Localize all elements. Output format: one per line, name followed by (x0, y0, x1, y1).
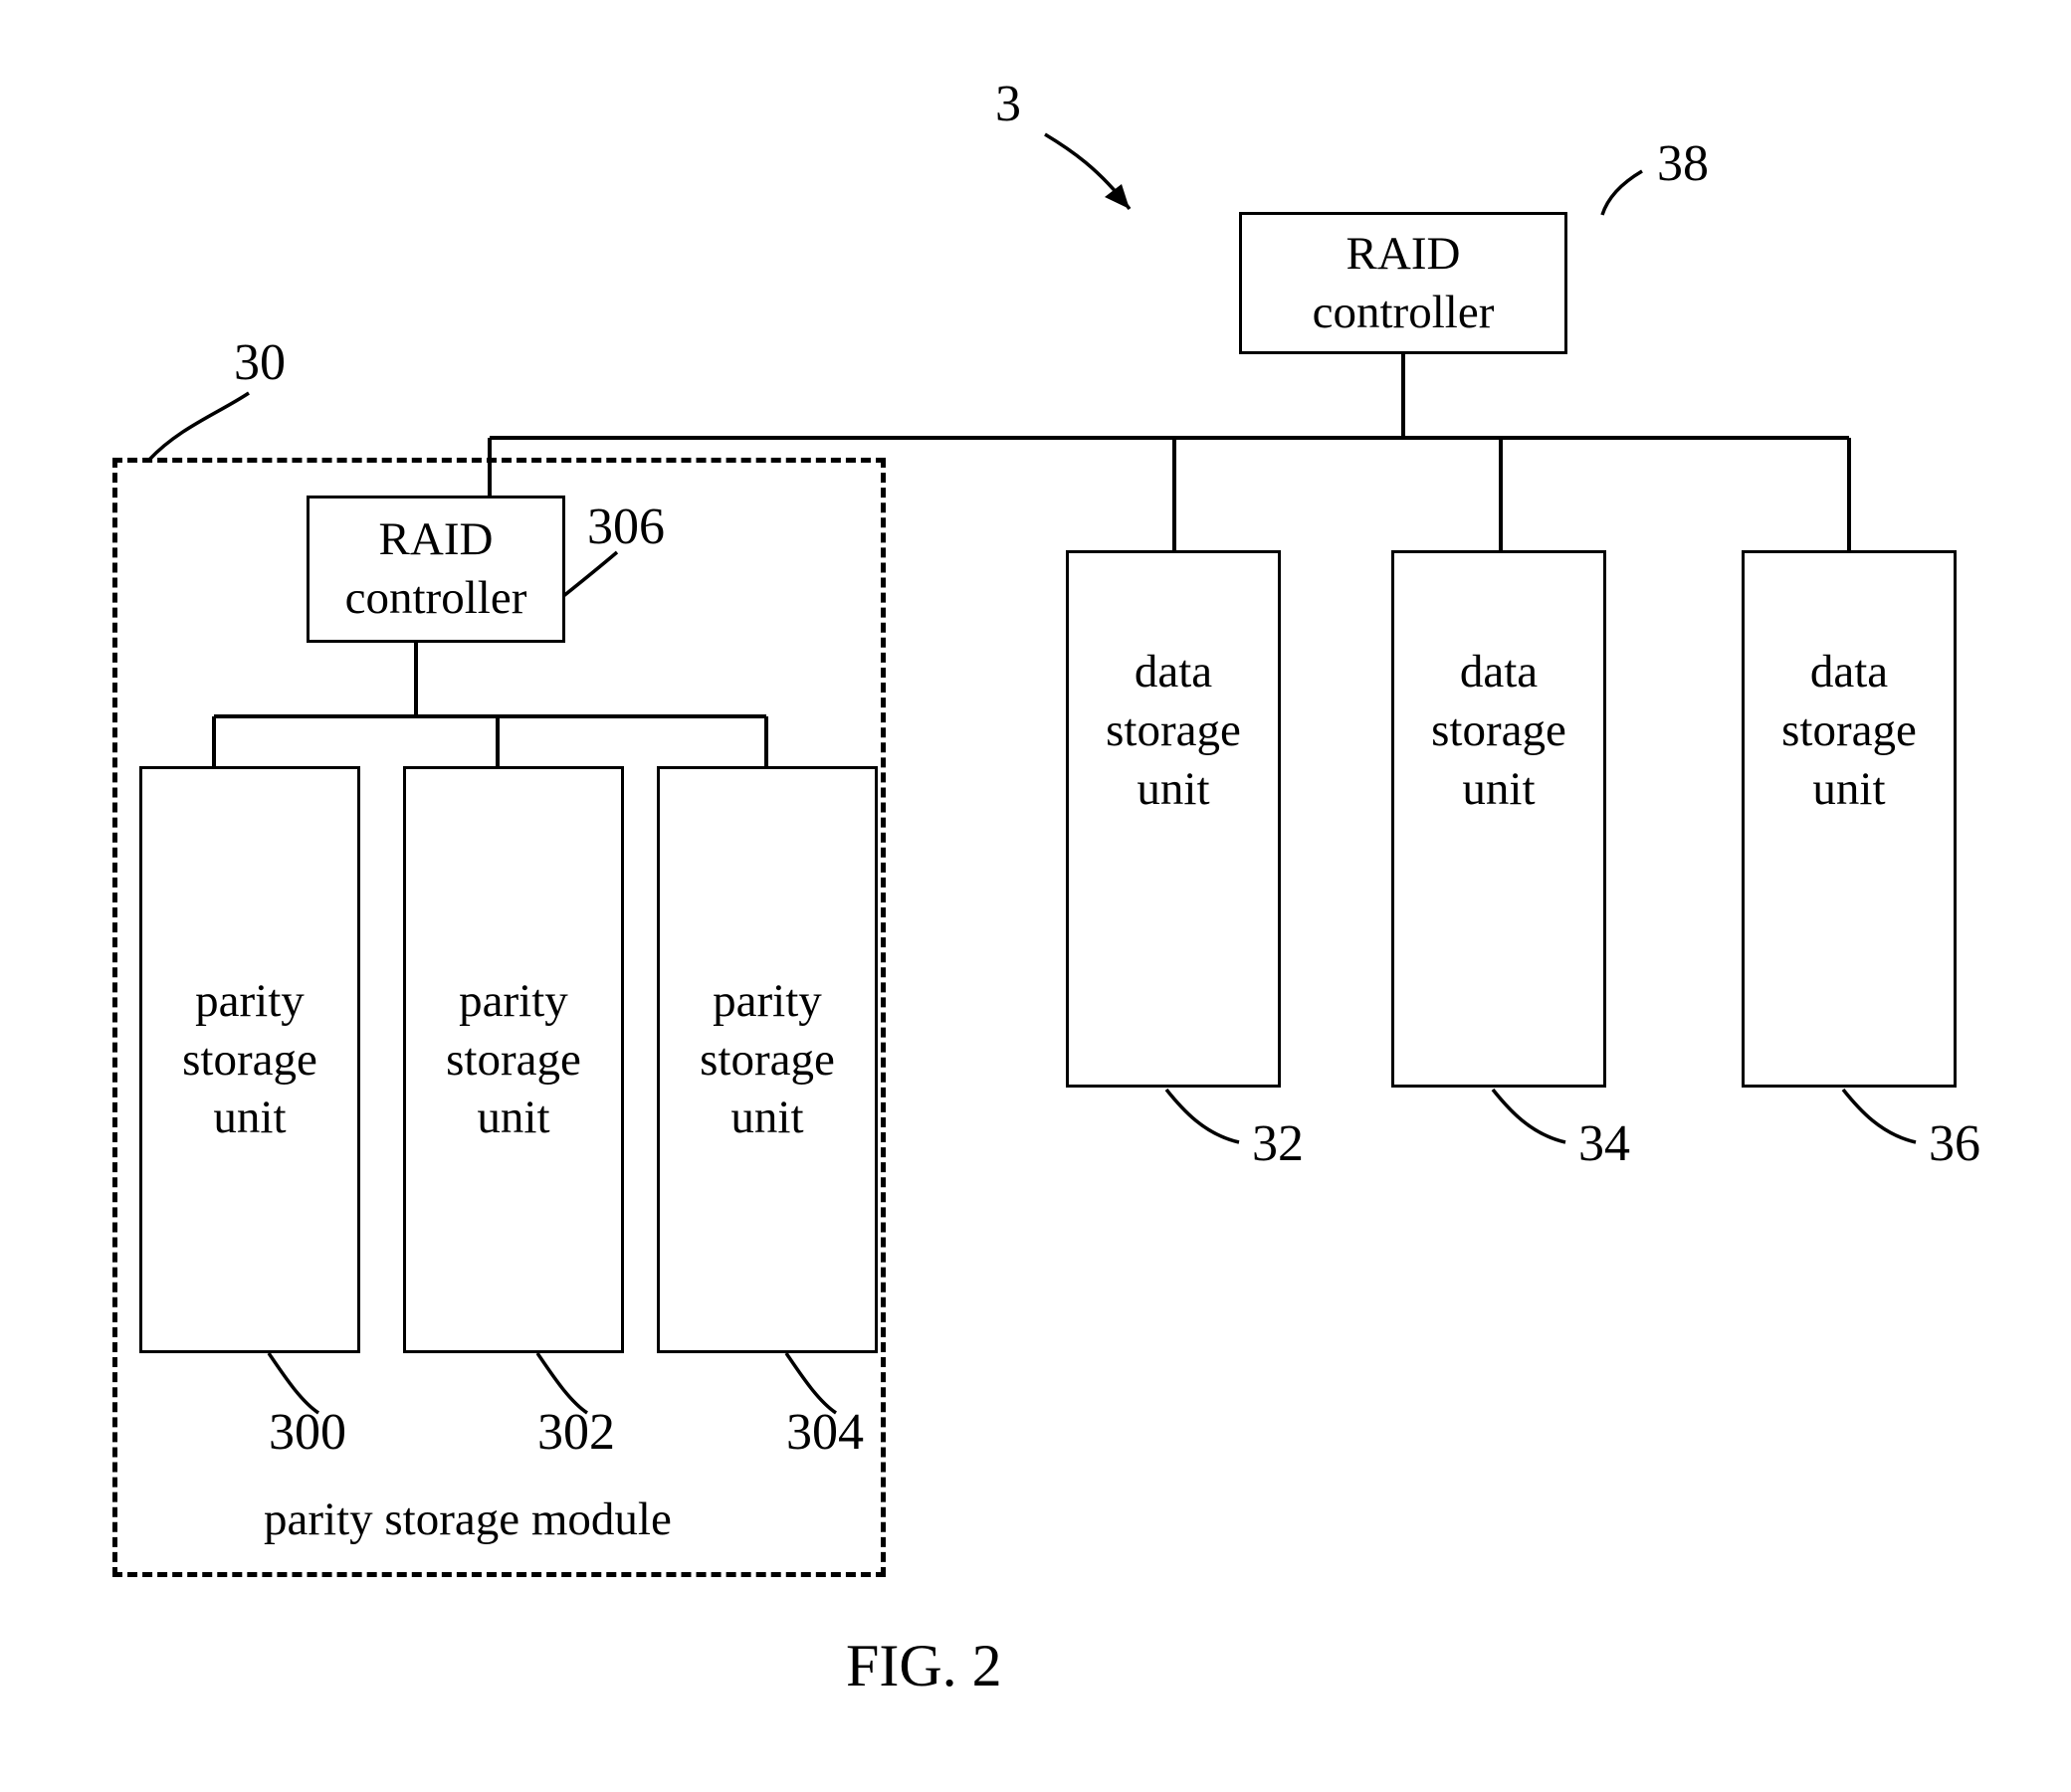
node-label: data storage unit (1106, 643, 1241, 818)
ref-label-32: 32 (1252, 1114, 1304, 1173)
ref-label-34: 34 (1578, 1114, 1630, 1173)
ref-label-38: 38 (1657, 134, 1709, 193)
node-data-storage-34: data storage unit (1391, 550, 1606, 1088)
node-label: RAID controller (345, 510, 527, 628)
node-data-storage-36: data storage unit (1742, 550, 1957, 1088)
node-data-storage-32: data storage unit (1066, 550, 1281, 1088)
diagram-canvas: RAID controller RAID controller data sto… (0, 0, 2071, 1792)
node-label: parity storage unit (700, 972, 835, 1147)
node-parity-300: parity storage unit (139, 766, 360, 1353)
node-raid-controller-inner: RAID controller (307, 496, 565, 643)
ref-label-300: 300 (269, 1403, 346, 1462)
node-label: parity storage unit (182, 972, 317, 1147)
node-parity-304: parity storage unit (657, 766, 878, 1353)
ref-label-304: 304 (786, 1403, 864, 1462)
ref-label-306: 306 (587, 498, 665, 556)
figure-caption: FIG. 2 (846, 1632, 1002, 1700)
node-label: parity storage unit (446, 972, 581, 1147)
ref-label-3: 3 (995, 75, 1021, 133)
node-label: RAID controller (1313, 225, 1495, 342)
parity-module-label: parity storage module (264, 1493, 672, 1546)
ref-label-30: 30 (234, 333, 286, 392)
node-raid-controller-top: RAID controller (1239, 212, 1567, 354)
ref-label-302: 302 (537, 1403, 615, 1462)
node-label: data storage unit (1781, 643, 1917, 818)
node-label: data storage unit (1431, 643, 1566, 818)
node-parity-302: parity storage unit (403, 766, 624, 1353)
ref-label-36: 36 (1929, 1114, 1980, 1173)
